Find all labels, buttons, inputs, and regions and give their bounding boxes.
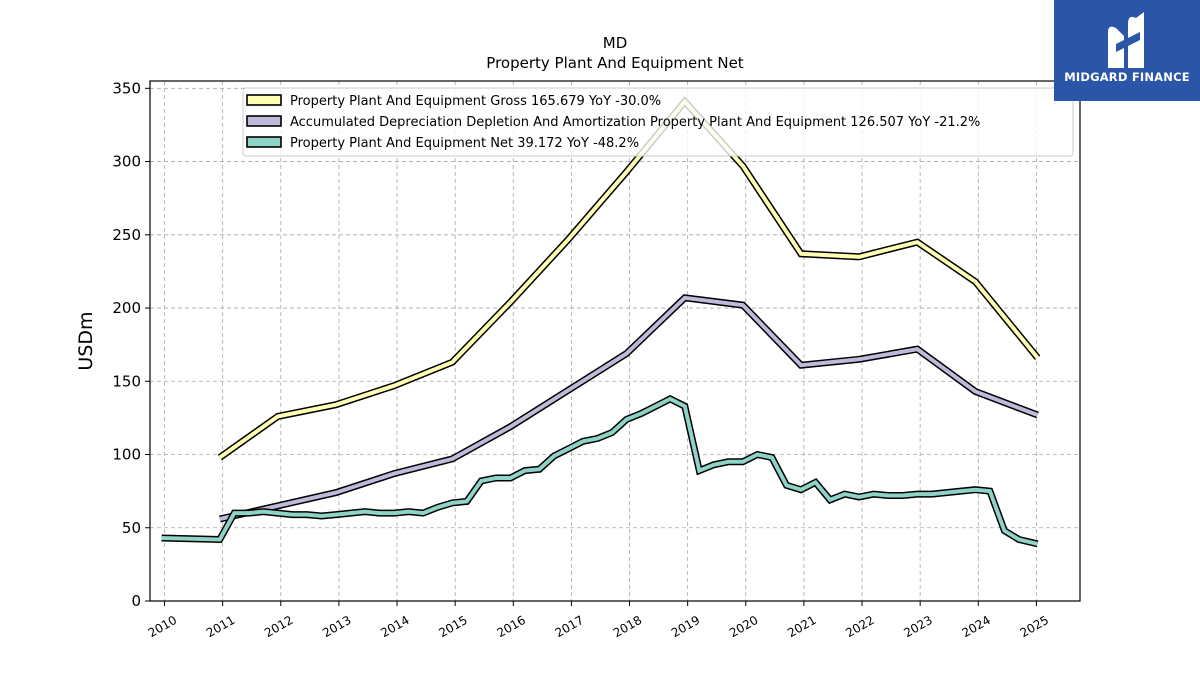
y-tick-label: 150 (112, 372, 141, 390)
y-axis-ticks: 0 50 100 150 200 250 300 350 (112, 79, 150, 610)
x-tick-label: 2015 (436, 613, 469, 640)
brand-logo: MIDGARD FINANCE (1054, 0, 1200, 101)
x-tick-label: 2017 (553, 613, 586, 640)
x-tick-label: 2016 (495, 613, 528, 640)
plot-frame (149, 80, 1081, 602)
x-tick-label: 2014 (378, 613, 411, 640)
x-tick-label: 2012 (262, 613, 295, 640)
series-outline-2 (219, 294, 1039, 523)
x-tick-label: 2018 (611, 613, 644, 640)
y-tick-label: 0 (131, 592, 141, 610)
series-lines (161, 96, 1041, 548)
x-tick-label: 2023 (901, 613, 934, 640)
x-tick-label: 2013 (320, 613, 353, 640)
legend-swatch (246, 115, 282, 127)
legend: Property Plant And Equipment Gross 165.6… (242, 87, 1074, 157)
series-line-2 (219, 295, 1039, 521)
series-outline-3 (161, 394, 1039, 548)
x-tick-label: 2021 (785, 613, 818, 640)
x-tick-label: 2020 (727, 613, 760, 640)
midgard-logo-icon (1108, 12, 1144, 68)
legend-label: Property Plant And Equipment Gross 165.6… (290, 94, 661, 109)
x-tick-label: 2022 (843, 613, 876, 640)
brand-logo-text: MIDGARD FINANCE (1064, 70, 1190, 84)
y-tick-label: 350 (112, 79, 141, 97)
y-tick-label: 200 (112, 299, 141, 317)
chart-title: MD (603, 34, 628, 52)
legend-box (242, 87, 1074, 157)
legend-label: Property Plant And Equipment Net 39.172 … (290, 136, 639, 151)
legend-label: Accumulated Depreciation Depletion And A… (290, 115, 980, 130)
x-tick-label: 2019 (669, 613, 702, 640)
chart-subtitle: Property Plant And Equipment Net (486, 54, 743, 72)
y-tick-label: 50 (122, 519, 141, 537)
x-tick-label: 2011 (204, 613, 237, 640)
x-tick-label: 2024 (960, 613, 993, 640)
x-tick-label: 2025 (1018, 613, 1051, 640)
legend-swatch (246, 94, 282, 106)
legend-swatch (246, 136, 282, 148)
y-axis-label: USDm (75, 311, 97, 370)
y-tick-label: 300 (112, 153, 141, 171)
y-tick-label: 100 (112, 446, 141, 464)
x-tick-label: 2010 (146, 613, 179, 640)
y-tick-label: 250 (112, 226, 141, 244)
grid-lines (150, 81, 1080, 602)
series-line-3 (161, 396, 1039, 546)
x-axis-ticks: 2010 2011 2012 2013 2014 2015 2016 2017 2018 2019… (146, 601, 1051, 640)
